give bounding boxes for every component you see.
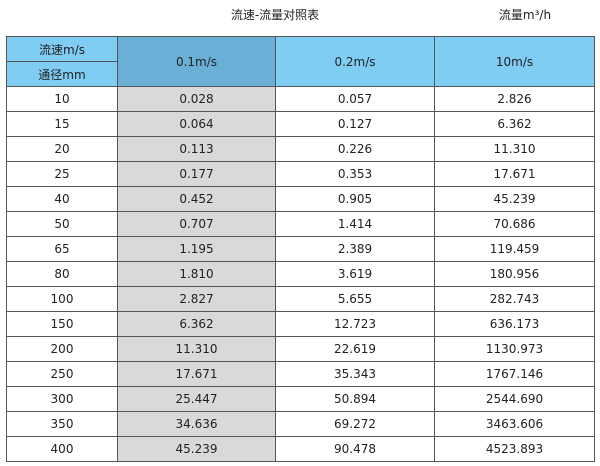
table-title: 流速-流量对照表 (230, 8, 320, 22)
table-row: 65 1.195 2.389 119.459 (6, 236, 595, 262)
speed-header: 流速m/s (6, 36, 118, 62)
flow-cell: 2544.690 (434, 386, 595, 412)
flow-cell: 45.239 (434, 186, 595, 212)
flow-cell: 0.028 (117, 86, 276, 112)
table-row: 100 2.827 5.655 282.743 (6, 286, 595, 312)
diameter-cell: 250 (6, 361, 118, 387)
flow-cell: 4523.893 (434, 436, 595, 462)
table-row: 40 0.452 0.905 45.239 (6, 186, 595, 212)
flow-cell: 0.057 (275, 86, 435, 112)
flow-cell: 1.195 (117, 236, 276, 262)
unit-label: 流量m³/h (498, 8, 552, 22)
table-row: 20 0.113 0.226 11.310 (6, 136, 595, 162)
flow-cell: 17.671 (434, 161, 595, 187)
table-row: 25 0.177 0.353 17.671 (6, 161, 595, 187)
flow-cell: 45.239 (117, 436, 276, 462)
flow-cell: 1767.146 (434, 361, 595, 387)
diameter-cell: 80 (6, 261, 118, 287)
flow-cell: 5.655 (275, 286, 435, 312)
flow-cell: 1.810 (117, 261, 276, 287)
flow-cell: 2.827 (117, 286, 276, 312)
flow-cell: 0.226 (275, 136, 435, 162)
table-row: 200 11.310 22.619 1130.973 (6, 336, 595, 362)
diameter-cell: 25 (6, 161, 118, 187)
flow-cell: 50.894 (275, 386, 435, 412)
table-row: 150 6.362 12.723 636.173 (6, 311, 595, 337)
flow-cell: 0.127 (275, 111, 435, 137)
flow-cell: 34.636 (117, 411, 276, 437)
flow-cell: 25.447 (117, 386, 276, 412)
diameter-cell: 400 (6, 436, 118, 462)
column-header: 0.1m/s (117, 36, 276, 87)
table-row: 300 25.447 50.894 2544.690 (6, 386, 595, 412)
flow-cell: 69.272 (275, 411, 435, 437)
table-row: 15 0.064 0.127 6.362 (6, 111, 595, 137)
diameter-header: 通径mm (6, 61, 118, 87)
flow-cell: 12.723 (275, 311, 435, 337)
flow-cell: 6.362 (434, 111, 595, 137)
flow-cell: 0.353 (275, 161, 435, 187)
flow-cell: 2.389 (275, 236, 435, 262)
table-row: 80 1.810 3.619 180.956 (6, 261, 595, 287)
flow-cell: 90.478 (275, 436, 435, 462)
diameter-cell: 200 (6, 336, 118, 362)
column-header: 0.2m/s (275, 36, 435, 87)
flow-cell: 0.707 (117, 211, 276, 237)
flow-cell: 3463.606 (434, 411, 595, 437)
flow-cell: 2.826 (434, 86, 595, 112)
diameter-cell: 100 (6, 286, 118, 312)
flow-cell: 6.362 (117, 311, 276, 337)
flow-table: 流速m/s 0.1m/s 0.2m/s 10m/s 通径mm 10 0.028 0.… (6, 36, 595, 462)
flow-cell: 0.064 (117, 111, 276, 137)
flow-cell: 11.310 (434, 136, 595, 162)
flow-cell: 70.686 (434, 211, 595, 237)
diameter-cell: 50 (6, 211, 118, 237)
diameter-cell: 65 (6, 236, 118, 262)
table-row: 250 17.671 35.343 1767.146 (6, 361, 595, 387)
flow-cell: 119.459 (434, 236, 595, 262)
diameter-cell: 15 (6, 111, 118, 137)
flow-cell: 636.173 (434, 311, 595, 337)
flow-cell: 22.619 (275, 336, 435, 362)
diameter-cell: 40 (6, 186, 118, 212)
diameter-cell: 10 (6, 86, 118, 112)
flow-cell: 35.343 (275, 361, 435, 387)
diameter-cell: 20 (6, 136, 118, 162)
flow-cell: 0.177 (117, 161, 276, 187)
diameter-cell: 150 (6, 311, 118, 337)
diameter-cell: 350 (6, 411, 118, 437)
flow-cell: 11.310 (117, 336, 276, 362)
flow-cell: 3.619 (275, 261, 435, 287)
flow-cell: 180.956 (434, 261, 595, 287)
flow-cell: 17.671 (117, 361, 276, 387)
flow-cell: 0.113 (117, 136, 276, 162)
flow-cell: 1.414 (275, 211, 435, 237)
table-row: 400 45.239 90.478 4523.893 (6, 436, 595, 462)
column-header: 10m/s (434, 36, 595, 87)
diameter-cell: 300 (6, 386, 118, 412)
flow-cell: 0.905 (275, 186, 435, 212)
table-row: 350 34.636 69.272 3463.606 (6, 411, 595, 437)
table-row: 50 0.707 1.414 70.686 (6, 211, 595, 237)
flow-cell: 0.452 (117, 186, 276, 212)
flow-cell: 1130.973 (434, 336, 595, 362)
table-row: 10 0.028 0.057 2.826 (6, 86, 595, 112)
flow-cell: 282.743 (434, 286, 595, 312)
